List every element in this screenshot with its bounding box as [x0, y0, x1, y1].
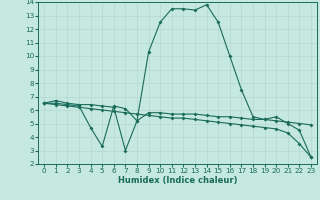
- X-axis label: Humidex (Indice chaleur): Humidex (Indice chaleur): [118, 176, 237, 185]
